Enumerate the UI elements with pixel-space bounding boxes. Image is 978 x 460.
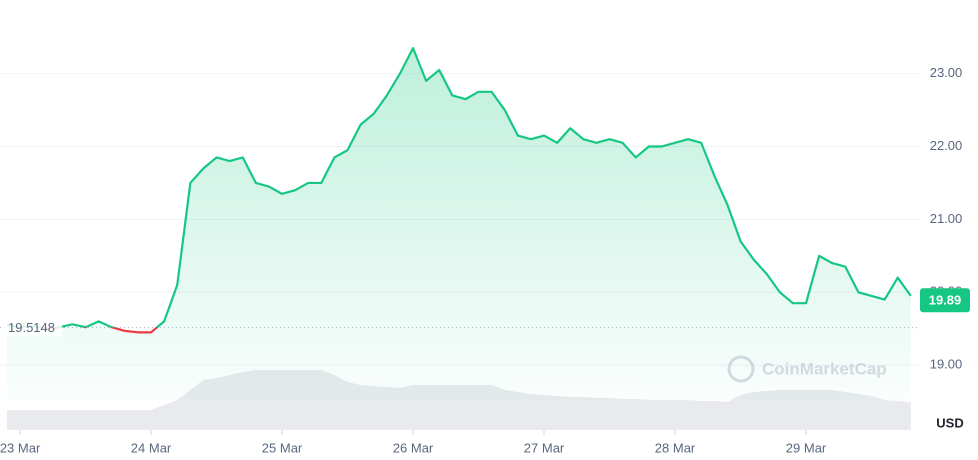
baseline-label: 19.5148 bbox=[8, 320, 55, 335]
watermark-text: CoinMarketCap bbox=[762, 359, 887, 378]
x-tick-label: 29 Mar bbox=[786, 440, 827, 455]
y-tick-label: 21.00 bbox=[930, 211, 963, 226]
x-tick-label: 24 Mar bbox=[131, 440, 172, 455]
x-tick-label: 28 Mar bbox=[655, 440, 696, 455]
price-line bbox=[6, 47, 912, 334]
x-tick-label: 27 Mar bbox=[524, 440, 565, 455]
x-tick-label: 26 Mar bbox=[393, 440, 434, 455]
y-tick-label: 22.00 bbox=[930, 138, 963, 153]
x-tick-label: 25 Mar bbox=[262, 440, 303, 455]
last-price-badge bbox=[920, 288, 970, 313]
watermark: CoinMarketCap bbox=[727, 355, 887, 383]
currency-label: USD bbox=[936, 415, 963, 430]
baseline-label-bg bbox=[2, 318, 62, 337]
watermark-logo bbox=[727, 355, 755, 383]
last-price-label: 19.89 bbox=[929, 293, 962, 308]
y-tick-label: 19.00 bbox=[930, 357, 963, 372]
y-tick-label: 23.00 bbox=[930, 65, 963, 80]
price-area bbox=[6, 48, 911, 401]
plot-layer bbox=[0, 47, 920, 401]
x-tick-label: 23 Mar bbox=[0, 440, 41, 455]
